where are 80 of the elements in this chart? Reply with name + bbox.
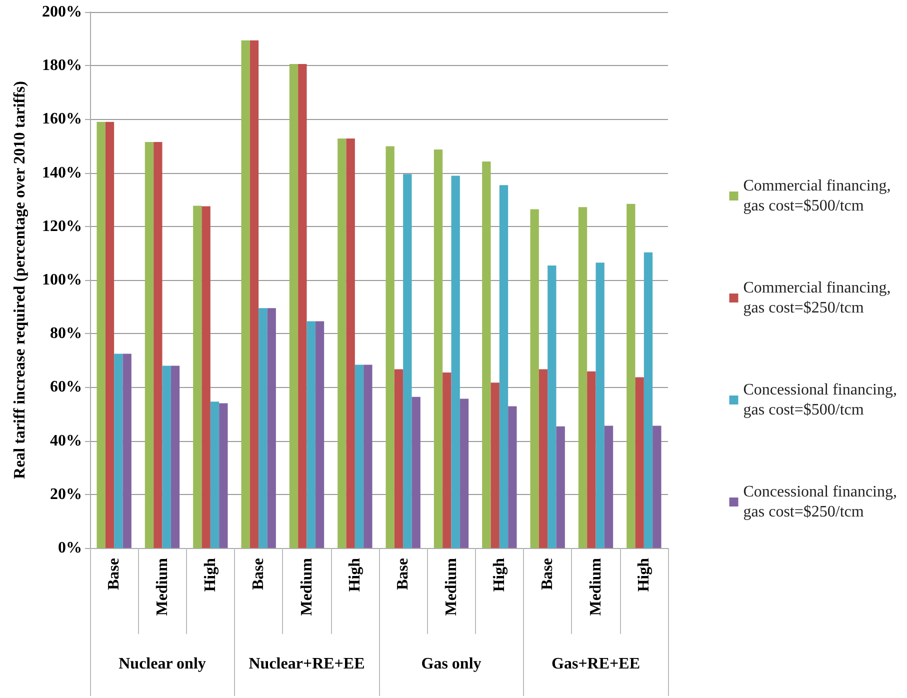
bar (412, 396, 420, 548)
x-tick-label: High (202, 558, 219, 592)
y-tick-label: 80% (50, 325, 82, 342)
bar (499, 185, 508, 548)
y-tick-label: 20% (50, 486, 82, 503)
bar (154, 142, 162, 548)
x-tick-label: Medium (298, 557, 316, 616)
x-tick-label: High (346, 558, 364, 592)
y-tick-label: 180% (42, 57, 82, 74)
x-tick-label: Medium (587, 557, 604, 616)
bar (626, 204, 636, 548)
bar (306, 321, 316, 548)
x-tick-label: Medium (442, 557, 460, 616)
x-tick-label: Medium (154, 557, 171, 616)
bar (644, 252, 653, 548)
bar (315, 321, 324, 548)
bar (394, 369, 404, 548)
text: Nuclear+RE+EE (248, 656, 365, 672)
bar (241, 40, 250, 548)
bar (338, 138, 346, 548)
bar (162, 366, 171, 548)
bar (250, 40, 259, 548)
x-tick-label: High (635, 558, 652, 592)
bar (490, 382, 500, 548)
y-axis-title: Real tariff increase required (percentage over 2010 tariffs) (12, 81, 28, 479)
y-tick-label: 200% (42, 4, 82, 20)
x-tick-label: High (490, 558, 508, 592)
bar (105, 122, 114, 548)
bar (530, 209, 539, 548)
bar (508, 406, 517, 548)
bar (346, 138, 355, 548)
y-tick-label: 40% (50, 432, 82, 450)
bar (289, 64, 298, 548)
bar (635, 377, 644, 548)
text: Gas+RE+EE (552, 656, 640, 672)
y-tick-label: 160% (42, 110, 82, 128)
text: Gas only (421, 656, 482, 672)
x-tick-label: Base (539, 558, 556, 590)
bar (298, 64, 307, 548)
bar (258, 308, 268, 548)
bar (548, 266, 556, 548)
legend-label: Concessional financing, gas cost=$250/tcm (743, 484, 898, 520)
y-tick-label: 0% (58, 540, 82, 556)
bar (482, 162, 491, 548)
x-tick-label: Base (250, 558, 268, 590)
bar (114, 354, 123, 548)
bar (403, 174, 412, 548)
bar (434, 149, 443, 548)
bar (144, 142, 154, 548)
bar (364, 364, 372, 548)
y-tick-label: 140% (42, 164, 82, 182)
bar (556, 426, 565, 548)
bar (451, 176, 460, 548)
bar (604, 426, 614, 548)
legend-label: Commercial financing, gas cost=$500/tcm (743, 178, 891, 214)
y-tick-label: 60% (50, 378, 82, 396)
bar (578, 207, 588, 548)
bar (596, 262, 604, 548)
bar (96, 122, 106, 548)
text: Nuclear only (118, 656, 206, 672)
x-tick-label: Base (394, 558, 412, 590)
bar (460, 398, 469, 548)
x-tick-label: Base (106, 558, 123, 590)
bar (354, 364, 364, 548)
bar (442, 372, 452, 548)
bar (122, 354, 132, 548)
bar (170, 366, 180, 548)
bar (587, 371, 596, 548)
legend-label: Commercial financing, gas cost=$250/tcm (743, 280, 891, 316)
bar (202, 206, 210, 548)
y-tick-label: 120% (42, 218, 82, 235)
bar (210, 402, 220, 548)
bar (538, 369, 548, 548)
bar (267, 308, 276, 548)
y-tick-label: 100% (42, 272, 82, 288)
bar (386, 146, 394, 548)
bar (193, 206, 202, 548)
bar (652, 426, 662, 548)
legend-label: Concessional financing, gas cost=$500/tcm (743, 382, 898, 418)
bar (219, 403, 228, 548)
